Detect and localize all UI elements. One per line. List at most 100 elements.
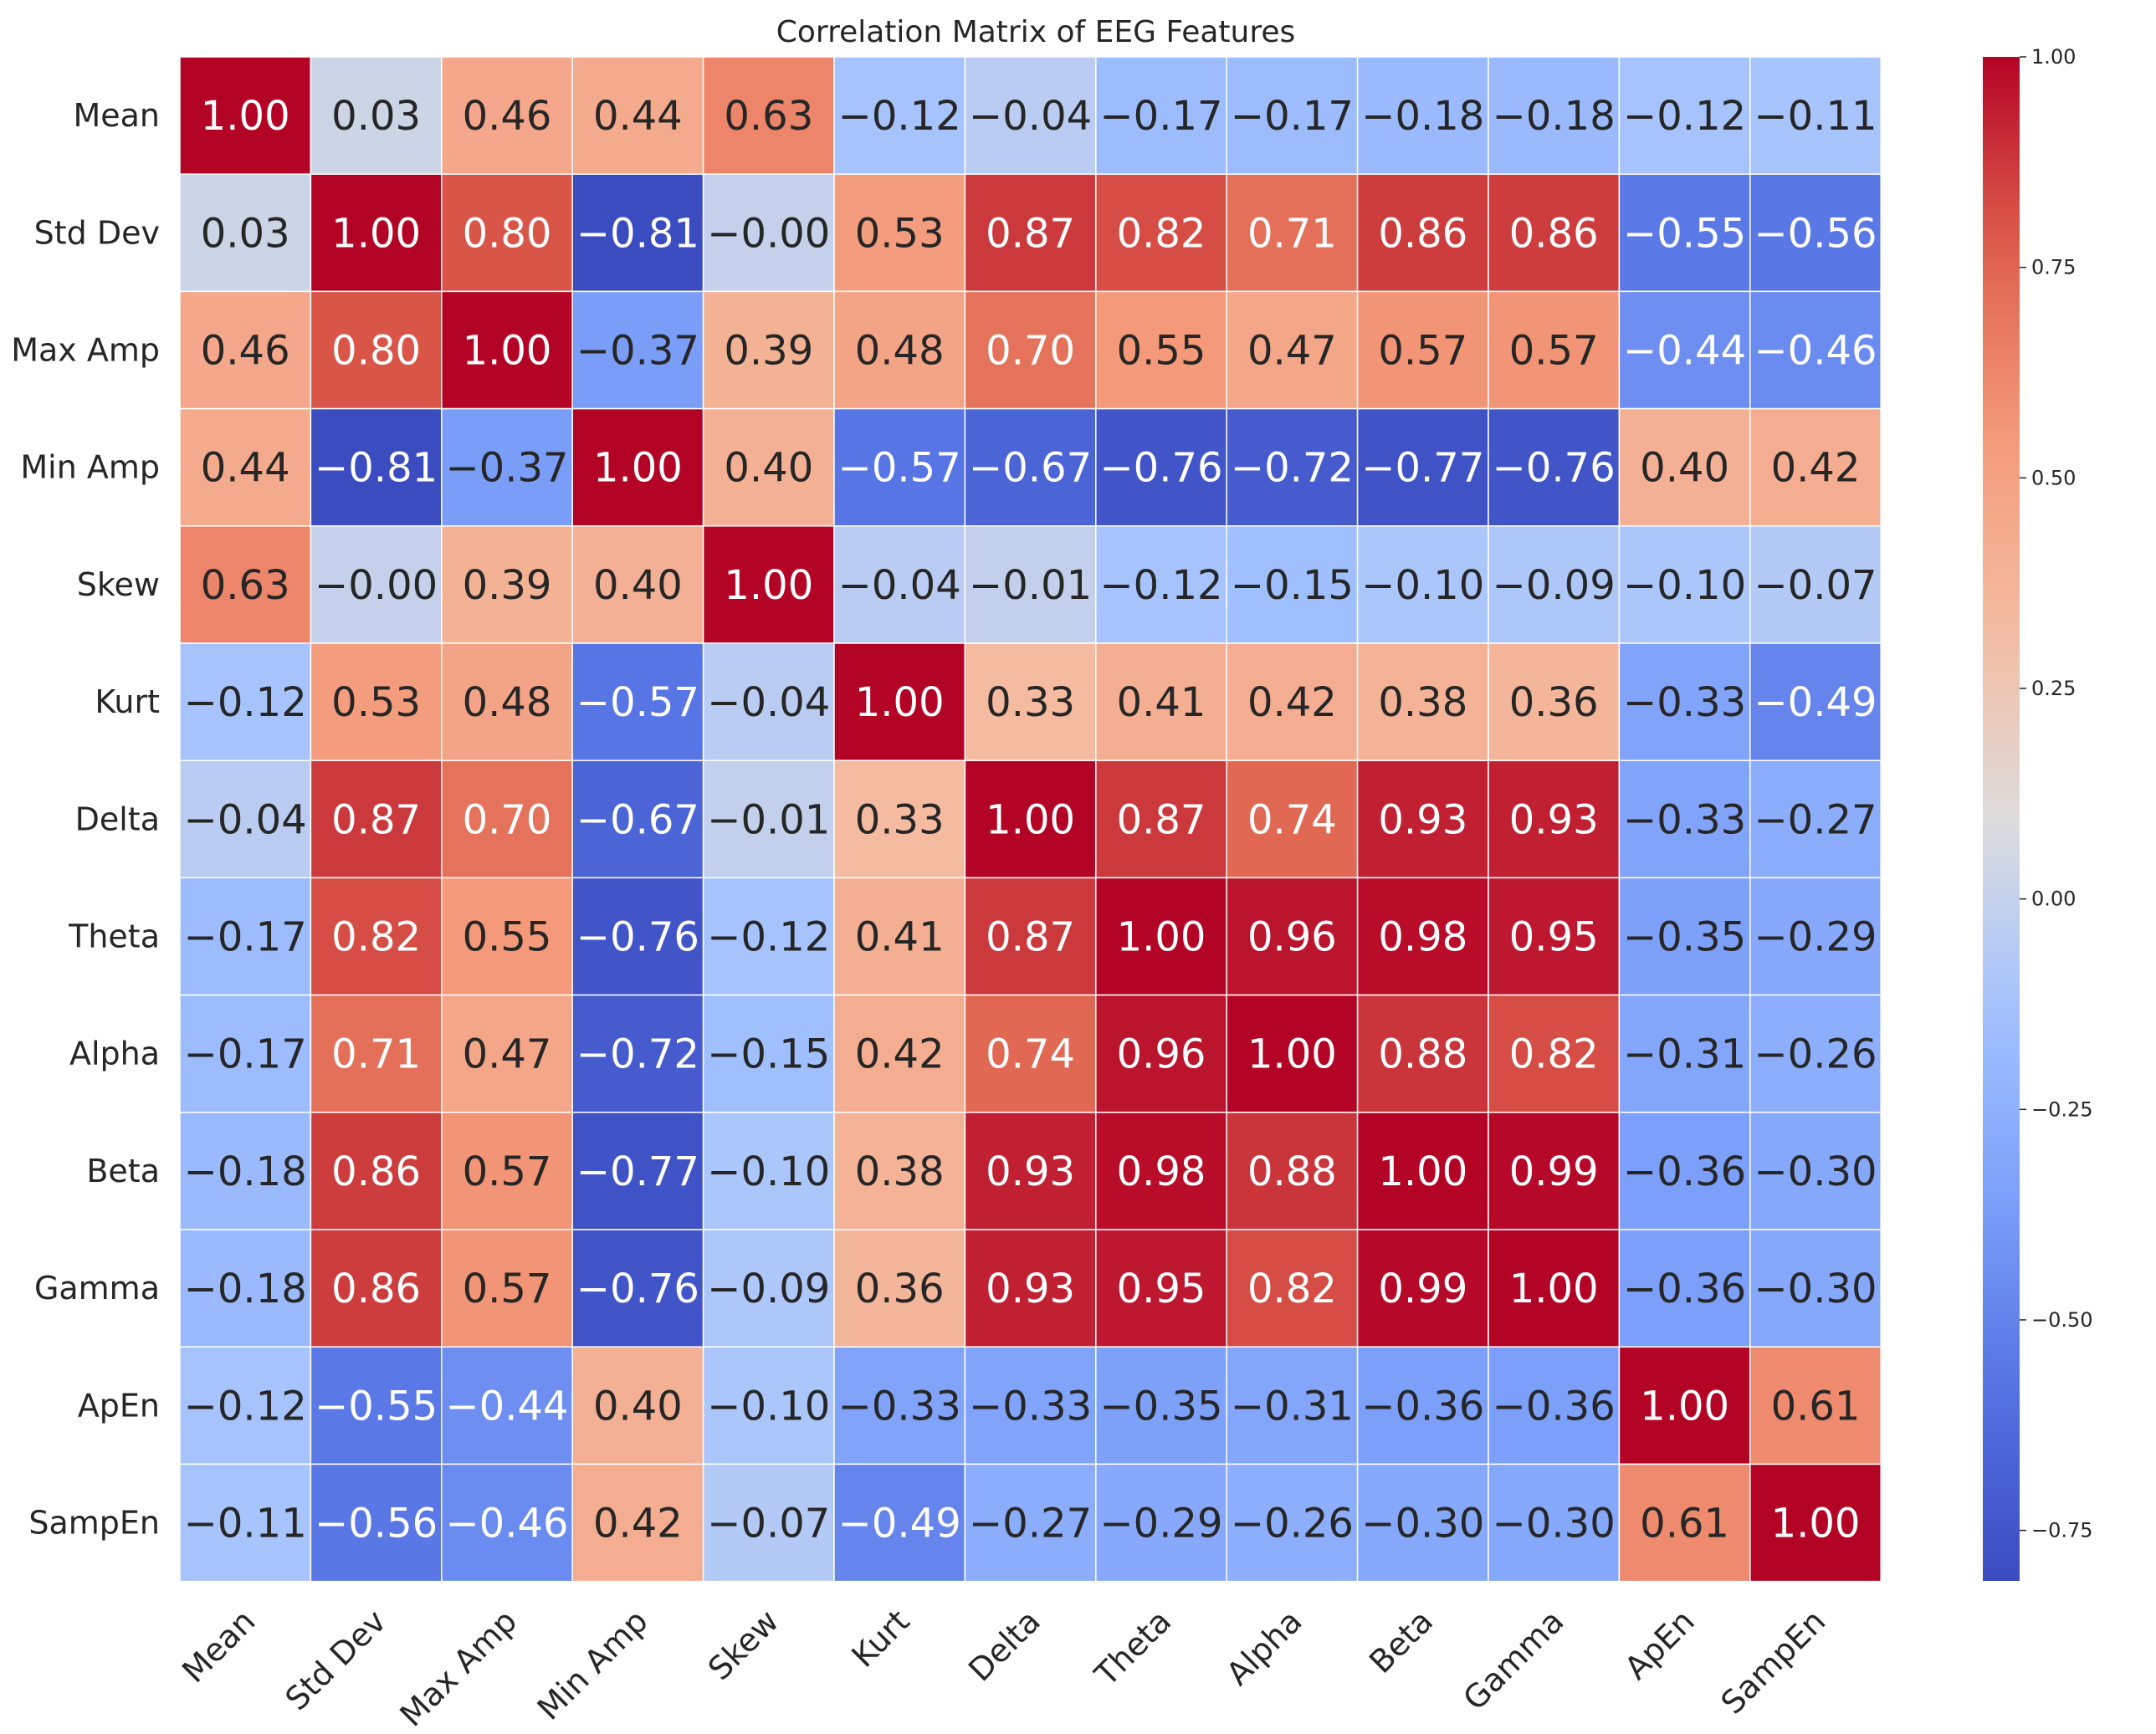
cell-value-label: 0.96 — [1117, 1031, 1206, 1078]
cell-value-label: 0.87 — [986, 914, 1075, 961]
cell-value-label: 0.74 — [1247, 796, 1337, 843]
y-tick-label: Mean — [73, 97, 160, 134]
cell-value-label: −0.01 — [707, 796, 830, 843]
cell-value-label: −0.35 — [1623, 914, 1746, 961]
heatmap-cell-r1-c12 — [1749, 173, 1882, 293]
cell-value-label: 0.42 — [1247, 679, 1337, 726]
cell-value-label: 0.40 — [593, 562, 683, 609]
cell-value-label: −0.00 — [315, 562, 438, 609]
heatmap-cell-r10-c8 — [1226, 1229, 1359, 1348]
cell-value-label: 0.03 — [201, 210, 290, 257]
cell-value-label: 1.00 — [1640, 1383, 1729, 1430]
colorbar-tick-label: 0.00 — [2031, 887, 2076, 911]
heatmap-cell-r10-c1 — [310, 1229, 443, 1348]
y-tick-label: Gamma — [34, 1270, 160, 1307]
heatmap-cell-r0-c1 — [310, 56, 443, 175]
cell-value-label: 0.42 — [1771, 445, 1861, 492]
cell-value-label: −0.04 — [184, 796, 307, 843]
y-tick-label: SampEn — [28, 1505, 160, 1542]
cell-value-label: 0.57 — [463, 1266, 552, 1312]
cell-value-label: 0.93 — [986, 1266, 1075, 1312]
cell-value-label: −0.56 — [1754, 210, 1877, 257]
x-tick-label: Skew — [701, 1603, 786, 1687]
heatmap-cell-r9-c0 — [179, 1112, 312, 1230]
x-tick-label: Std Dev — [279, 1603, 393, 1717]
cell-value-label: 0.46 — [463, 93, 552, 140]
heatmap-cell-r4-c8 — [1226, 525, 1359, 644]
cell-value-label: 0.98 — [1378, 914, 1467, 961]
cell-value-label: 0.61 — [1771, 1383, 1861, 1430]
cell-value-label: −0.04 — [838, 562, 961, 609]
cell-value-label: −0.67 — [969, 445, 1092, 492]
cell-value-label: −0.33 — [969, 1383, 1092, 1430]
heatmap-cell-r8-c11 — [1618, 994, 1751, 1113]
heatmap-cell-r4-c3 — [571, 525, 704, 644]
cell-value-label: 0.86 — [331, 1148, 421, 1195]
colorbar-tick-label: −0.75 — [2031, 1519, 2093, 1542]
cell-value-label: −0.55 — [315, 1383, 438, 1430]
colorbar-tick-label: 1.00 — [2031, 45, 2076, 69]
cell-value-label: 0.86 — [1509, 210, 1599, 257]
y-tick-label: Delta — [75, 801, 160, 837]
heatmap-cell-r10-c4 — [702, 1229, 835, 1348]
heatmap-cell-r3-c9 — [1356, 407, 1489, 527]
heatmap-cell-r9-c7 — [1095, 1112, 1227, 1230]
cell-value-label: 0.40 — [1640, 445, 1729, 492]
cell-value-label: 0.70 — [463, 796, 552, 843]
cell-value-label: 0.74 — [986, 1031, 1075, 1078]
y-tick-label: Kurt — [95, 683, 160, 720]
heatmap-cell-r5-c10 — [1488, 642, 1621, 761]
y-tick-label: Beta — [86, 1153, 160, 1189]
heatmap-cell-r9-c3 — [571, 1112, 704, 1230]
heatmap-cell-r4-c12 — [1749, 525, 1882, 644]
cell-value-label: 0.63 — [724, 93, 813, 140]
cell-value-label: −0.15 — [707, 1031, 830, 1078]
heatmap-cell-r5-c2 — [441, 642, 573, 761]
cell-value-label: 0.33 — [855, 796, 945, 843]
heatmap-cell-r9-c9 — [1356, 1112, 1489, 1230]
heatmap-cell-r8-c1 — [310, 994, 443, 1113]
cell-value-label: 1.00 — [724, 562, 813, 609]
heatmap-cell-r6-c3 — [571, 760, 704, 879]
heatmap-cell-r1-c11 — [1618, 173, 1751, 293]
heatmap-cell-r9-c6 — [964, 1112, 1097, 1230]
cell-value-label: 0.63 — [201, 562, 290, 609]
x-tick-label: Theta — [1088, 1603, 1179, 1694]
cell-value-label: −0.18 — [1361, 93, 1484, 140]
cell-value-label: 0.71 — [331, 1031, 421, 1078]
cell-value-label: 0.87 — [331, 796, 421, 843]
cell-value-label: −0.67 — [576, 796, 699, 843]
cell-value-label: 0.41 — [1117, 679, 1206, 726]
heatmap-cell-r2-c1 — [310, 290, 443, 410]
heatmap-cell-r7-c3 — [571, 877, 704, 996]
heatmap-cell-r0-c0 — [179, 56, 312, 175]
heatmap-cell-r0-c7 — [1095, 56, 1227, 175]
cell-value-label: 0.71 — [1247, 210, 1337, 257]
heatmap-cell-r2-c12 — [1749, 290, 1882, 410]
cell-value-label: −0.36 — [1361, 1383, 1484, 1430]
cell-value-label: 0.61 — [1640, 1501, 1729, 1547]
heatmap-cell-r11-c12 — [1749, 1346, 1882, 1465]
cell-value-label: 0.36 — [855, 1266, 945, 1312]
x-tick-label: SampEn — [1713, 1603, 1832, 1721]
cell-value-label: −0.10 — [1623, 562, 1746, 609]
cell-value-label: 0.87 — [1117, 796, 1206, 843]
cell-value-label: 1.00 — [855, 679, 945, 726]
cell-value-label: −0.17 — [184, 914, 307, 961]
heatmap-cell-r7-c7 — [1095, 877, 1227, 996]
heatmap-cell-r5-c7 — [1095, 642, 1227, 761]
cell-value-label: −0.12 — [1099, 562, 1222, 609]
cell-value-label: 0.46 — [201, 328, 290, 375]
heatmap-cell-r11-c8 — [1226, 1346, 1359, 1465]
cell-value-label: −0.00 — [707, 210, 830, 257]
cell-value-label: 0.40 — [593, 1383, 683, 1430]
heatmap-cell-r3-c7 — [1095, 407, 1227, 527]
heatmap-cell-r2-c9 — [1356, 290, 1489, 410]
heatmap-cell-r0-c2 — [441, 56, 573, 175]
colorbar-tick-label: 0.75 — [2031, 256, 2076, 279]
heatmap-cell-r9-c5 — [833, 1112, 966, 1230]
cell-value-label: −0.49 — [838, 1501, 961, 1547]
cell-value-label: 0.39 — [463, 562, 552, 609]
heatmap-cell-r9-c10 — [1488, 1112, 1621, 1230]
